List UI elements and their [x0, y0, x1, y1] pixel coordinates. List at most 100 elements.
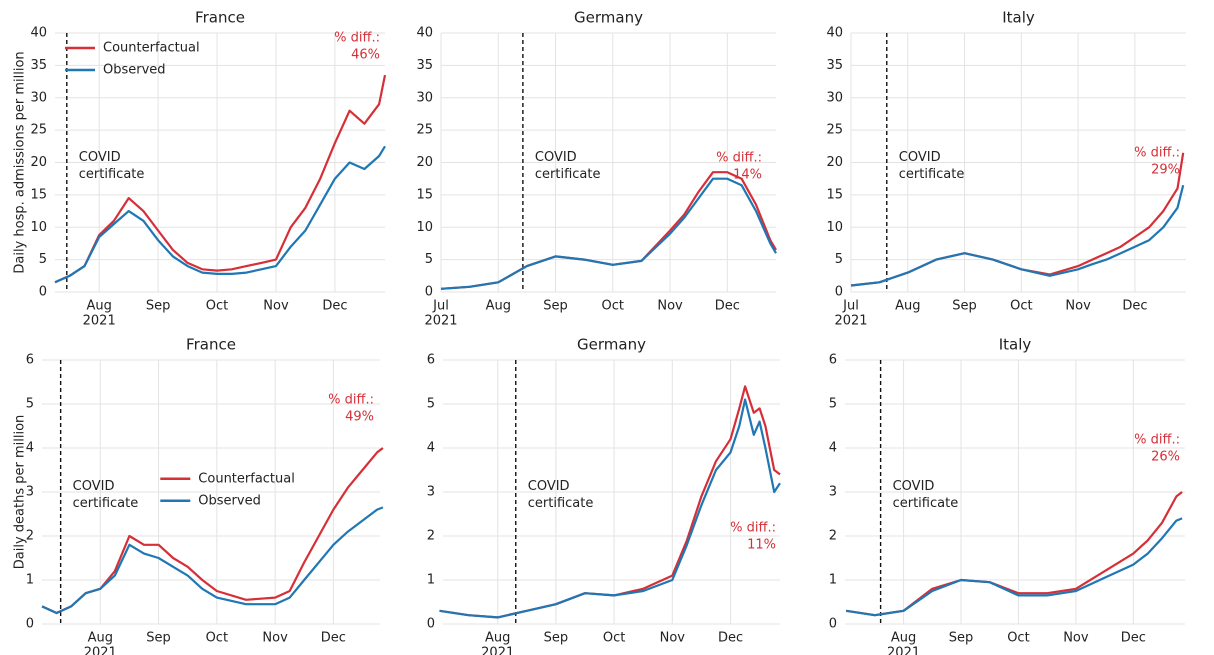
diff-annotation: % diff.: [334, 31, 380, 46]
x-tick-label: Oct [1007, 631, 1029, 646]
x-tick-label: Sep [949, 631, 974, 646]
x-tick-label: Oct [206, 631, 228, 646]
certificate-label: certificate [528, 496, 594, 511]
certificate-label: COVID [899, 150, 941, 165]
y-tick-label: 0 [26, 617, 34, 632]
legend-label: Counterfactual [198, 471, 295, 486]
y-tick-label: 25 [826, 123, 843, 138]
x-tick-label: Oct [206, 299, 228, 314]
y-tick-label: 3 [427, 485, 435, 500]
y-axis-label: Daily hosp. admissions per million [13, 51, 28, 273]
y-tick-label: 35 [30, 58, 47, 73]
x-year-label: 2021 [83, 314, 116, 329]
y-tick-label: 30 [30, 90, 47, 105]
x-tick-label: Nov [1063, 631, 1089, 646]
y-tick-label: 1 [829, 573, 837, 588]
series-line [845, 517, 1183, 617]
y-axis-label: Daily deaths per million [13, 415, 28, 570]
y-tick-label: 0 [829, 617, 837, 632]
y-tick-label: 5 [835, 252, 843, 267]
x-tick-label: Aug [485, 631, 510, 646]
series-line [54, 145, 386, 284]
panel-title: Germany [577, 336, 646, 354]
diff-annotation: % diff.: [1134, 433, 1180, 448]
x-tick-label: Aug [895, 299, 920, 314]
y-tick-label: 2 [829, 529, 837, 544]
panel-title: France [195, 9, 245, 27]
y-tick-label: 5 [26, 397, 34, 412]
y-tick-label: 20 [30, 155, 47, 170]
panel-title: Germany [574, 9, 643, 27]
y-tick-label: 6 [26, 353, 34, 368]
y-tick-label: 30 [826, 90, 843, 105]
y-tick-label: 15 [416, 187, 433, 202]
x-tick-label: Dec [1122, 299, 1147, 314]
x-year-label: 2021 [887, 646, 920, 655]
y-tick-label: 4 [427, 441, 435, 456]
diff-annotation: % diff.: [716, 151, 762, 166]
x-tick-label: Oct [602, 299, 624, 314]
panel-title: Italy [999, 336, 1032, 354]
y-tick-label: 3 [829, 485, 837, 500]
diff-annotation: 11% [747, 538, 776, 553]
certificate-label: COVID [535, 150, 577, 165]
x-tick-label: Dec [321, 631, 346, 646]
y-tick-label: 4 [829, 441, 837, 456]
y-tick-label: 5 [425, 252, 433, 267]
y-tick-label: 15 [826, 187, 843, 202]
x-tick-label: Dec [715, 299, 740, 314]
x-tick-label: Nov [262, 631, 288, 646]
y-tick-label: 10 [826, 220, 843, 235]
series-line [54, 74, 387, 284]
series-line [440, 171, 777, 290]
x-tick-label: Sep [544, 631, 569, 646]
y-tick-label: 5 [427, 397, 435, 412]
y-tick-label: 25 [30, 123, 47, 138]
panel-title: Italy [1002, 9, 1035, 27]
certificate-label: certificate [893, 496, 959, 511]
diff-annotation: 49% [345, 410, 374, 425]
certificate-label: certificate [535, 167, 601, 182]
x-year-label: 2021 [424, 314, 457, 329]
y-tick-label: 0 [427, 617, 435, 632]
y-tick-label: 15 [30, 187, 47, 202]
y-tick-label: 3 [26, 485, 34, 500]
x-year-label: 2021 [84, 646, 117, 655]
y-tick-label: 4 [26, 441, 34, 456]
diff-annotation: 14% [733, 168, 762, 183]
y-tick-label: 40 [826, 26, 843, 41]
y-tick-label: 6 [829, 353, 837, 368]
y-tick-label: 5 [39, 252, 47, 267]
y-tick-label: 10 [30, 220, 47, 235]
x-tick-label: Sep [543, 299, 568, 314]
x-tick-label: Jul [842, 299, 859, 314]
certificate-label: COVID [528, 479, 570, 494]
certificate-label: COVID [73, 479, 115, 494]
x-tick-label: Aug [87, 299, 112, 314]
legend-label: Observed [198, 493, 261, 508]
x-tick-label: Nov [263, 299, 289, 314]
series-line [41, 506, 384, 615]
y-tick-label: 2 [26, 529, 34, 544]
x-year-label: 2021 [834, 314, 867, 329]
x-tick-label: Aug [88, 631, 113, 646]
certificate-label: certificate [79, 167, 145, 182]
y-tick-label: 40 [30, 26, 47, 41]
x-tick-label: Jul [432, 299, 449, 314]
y-tick-label: 0 [835, 285, 843, 300]
x-tick-label: Dec [718, 631, 743, 646]
y-tick-label: 0 [39, 285, 47, 300]
x-tick-label: Dec [1121, 631, 1146, 646]
certificate-label: COVID [893, 479, 935, 494]
x-tick-label: Nov [1065, 299, 1091, 314]
y-tick-label: 20 [416, 155, 433, 170]
x-tick-label: Aug [486, 299, 511, 314]
series-line [439, 385, 781, 619]
x-tick-label: Dec [322, 299, 347, 314]
diff-annotation: 46% [351, 48, 380, 63]
certificate-label: certificate [73, 496, 139, 511]
y-tick-label: 40 [416, 26, 433, 41]
diff-annotation: % diff.: [730, 521, 776, 536]
x-tick-label: Nov [660, 631, 686, 646]
diff-annotation: 26% [1151, 450, 1180, 465]
